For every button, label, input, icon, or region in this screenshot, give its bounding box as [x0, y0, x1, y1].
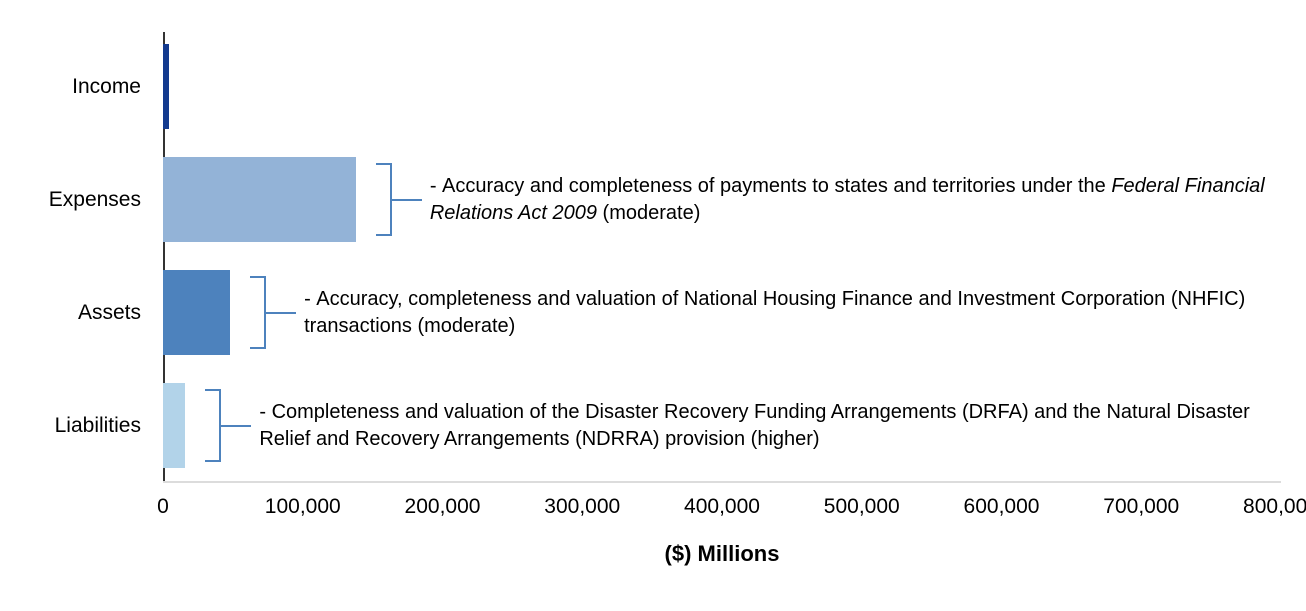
x-tick-label: 700,000 [1103, 495, 1179, 519]
category-label: Expenses [0, 188, 141, 212]
x-tick-label: 200,000 [405, 495, 481, 519]
annotation-bracket [205, 389, 221, 462]
bar-assets [163, 270, 230, 355]
bar-income [163, 44, 169, 129]
annotation-segment: (moderate) [597, 202, 700, 224]
annotation-bracket-stem [392, 199, 422, 201]
bar-expenses [163, 157, 356, 242]
x-tick-label: 800,000 [1243, 495, 1306, 519]
annotation-text: - Accuracy, completeness and valuation o… [304, 286, 1286, 340]
x-axis-title: ($) Millions [665, 541, 780, 567]
annotation-segment: - Completeness and valuation of the Disa… [259, 401, 1249, 450]
x-tick-label: 0 [157, 495, 169, 519]
x-tick-label: 100,000 [265, 495, 341, 519]
x-tick-label: 400,000 [684, 495, 760, 519]
annotation-text: - Accuracy and completeness of payments … [430, 173, 1286, 227]
annotation-bracket-stem [221, 425, 251, 427]
category-label: Income [0, 75, 141, 99]
x-tick-label: 500,000 [824, 495, 900, 519]
bar-liabilities [163, 383, 185, 468]
annotation-bracket [376, 163, 392, 236]
annotation-segment: - Accuracy, completeness and valuation o… [304, 288, 1245, 337]
annotation-bracket [250, 276, 266, 349]
category-label: Assets [0, 301, 141, 325]
annotation-bracket-stem [266, 312, 296, 314]
x-tick-label: 300,000 [544, 495, 620, 519]
x-tick-label: 600,000 [964, 495, 1040, 519]
annotation-segment: - Accuracy and completeness of payments … [430, 175, 1111, 197]
x-axis-baseline [163, 481, 1281, 483]
plot-area: - Accuracy and completeness of payments … [163, 32, 1281, 481]
annotation-text: - Completeness and valuation of the Disa… [259, 399, 1286, 453]
financial-bar-chart: - Accuracy and completeness of payments … [0, 0, 1306, 611]
category-label: Liabilities [0, 414, 141, 438]
